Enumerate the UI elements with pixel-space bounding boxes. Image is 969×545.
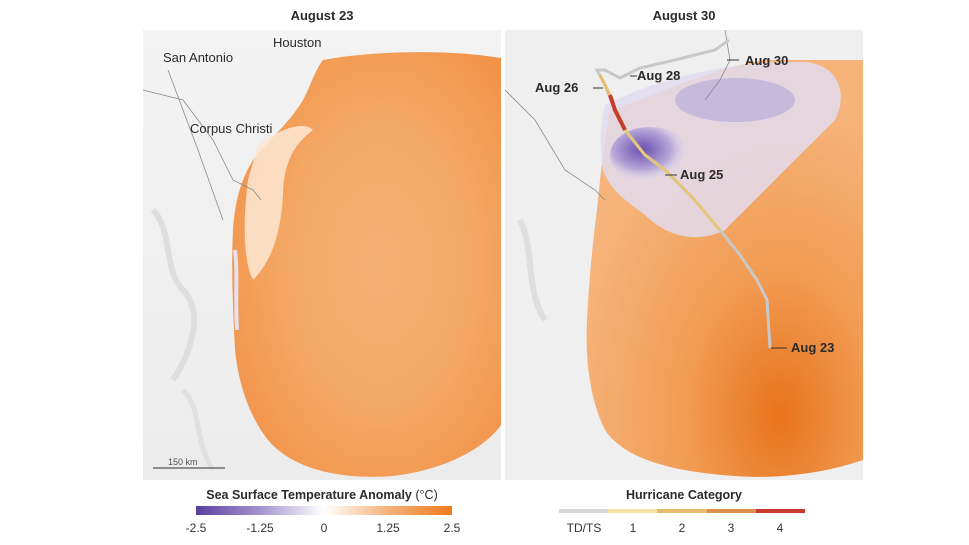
right-map bbox=[505, 30, 863, 480]
border-line bbox=[143, 89, 262, 201]
hurricane-track-cat1-2 bbox=[623, 129, 722, 231]
city-label-houston: Houston bbox=[273, 35, 322, 50]
sst-legend-title-text: Sea Surface Temperature Anomaly bbox=[206, 488, 412, 502]
cat-swatch-1 bbox=[608, 509, 658, 513]
terrain-ridge bbox=[181, 388, 216, 472]
hurricane-tick: 2 bbox=[678, 521, 686, 535]
border-line bbox=[505, 89, 606, 201]
hurricane-tick: 4 bbox=[776, 521, 784, 535]
hurricane-track-cat4 bbox=[608, 94, 627, 131]
sst-tick: 0 bbox=[320, 521, 328, 535]
sst-tick: 1.25 bbox=[376, 521, 400, 535]
city-label-corpus-christi: Corpus Christi bbox=[190, 121, 273, 136]
sst-tick: -1.25 bbox=[246, 521, 274, 535]
cold-anomaly-core bbox=[610, 127, 690, 183]
gulf-water-anomaly bbox=[232, 52, 501, 477]
cat-swatch-tdts bbox=[559, 509, 609, 513]
terrain-ridge bbox=[150, 207, 197, 382]
right-map-graphic bbox=[505, 30, 863, 480]
hurricane-colorbar bbox=[559, 509, 806, 513]
terrain-ridge bbox=[517, 218, 548, 322]
border-line bbox=[704, 30, 731, 101]
hurricane-tick: 3 bbox=[727, 521, 735, 535]
cold-anomaly-patch bbox=[675, 78, 795, 122]
hurricane-tick: TD/TS bbox=[566, 521, 602, 535]
left-panel-title: August 23 bbox=[290, 8, 354, 23]
sst-tick: 2.5 bbox=[443, 521, 461, 535]
track-label-aug25: Aug 25 bbox=[680, 167, 724, 182]
track-label-aug30: Aug 30 bbox=[745, 53, 789, 68]
sst-legend-title: Sea Surface Temperature Anomaly (°C) bbox=[143, 488, 501, 502]
track-label-aug23: Aug 23 bbox=[791, 340, 835, 355]
sst-legend-unit: (°C) bbox=[415, 488, 438, 502]
hurricane-legend-title: Hurricane Category bbox=[625, 488, 742, 502]
cat-swatch-3 bbox=[706, 509, 756, 513]
coastal-cool-band bbox=[244, 125, 313, 280]
scale-bar-label: 150 km bbox=[168, 457, 198, 467]
sst-tick: -2.5 bbox=[185, 521, 207, 535]
coastal-cool-strip bbox=[233, 249, 239, 331]
right-panel-title: August 30 bbox=[652, 8, 716, 23]
left-map-graphic bbox=[143, 30, 501, 480]
track-label-aug26: Aug 26 bbox=[535, 80, 579, 95]
left-map bbox=[143, 30, 501, 480]
cat-swatch-2 bbox=[657, 509, 707, 513]
cat-swatch-4 bbox=[755, 509, 806, 513]
sst-colorbar bbox=[196, 506, 452, 515]
hurricane-tick: 1 bbox=[629, 521, 637, 535]
city-label-san-antonio: San Antonio bbox=[163, 50, 234, 65]
track-label-aug28: Aug 28 bbox=[637, 68, 681, 83]
border-line bbox=[167, 69, 224, 221]
hurricane-track-cat2 bbox=[598, 74, 612, 96]
